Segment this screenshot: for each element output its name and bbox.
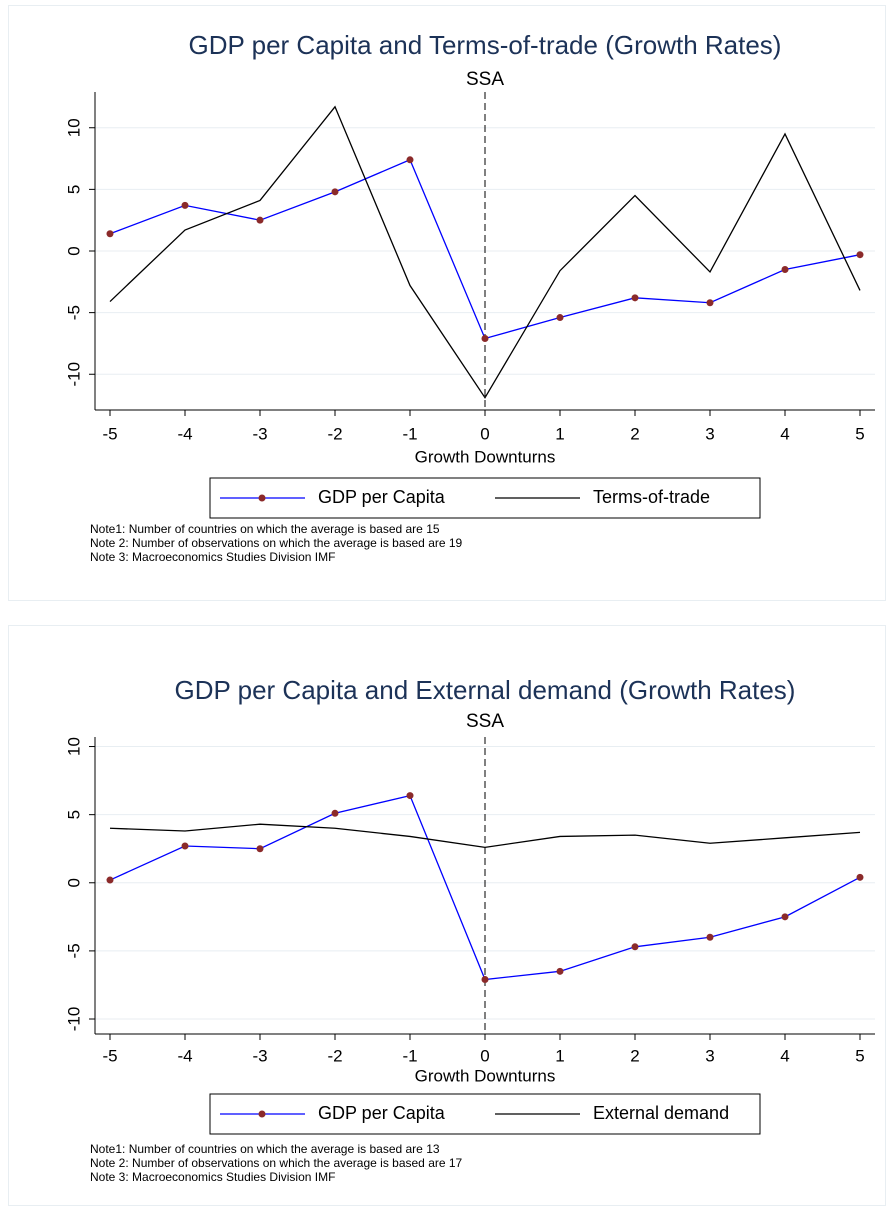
x-tick-label: -3 xyxy=(252,424,267,443)
x-tick-label: -4 xyxy=(177,1046,192,1065)
x-tick-label: 4 xyxy=(780,1046,789,1065)
point xyxy=(631,294,639,302)
point xyxy=(181,201,189,209)
point xyxy=(631,943,639,951)
x-tick-label: -1 xyxy=(402,1046,417,1065)
y-tick-label: 10 xyxy=(64,118,83,137)
legend-label: GDP per Capita xyxy=(318,1103,446,1123)
x-tick-label: -5 xyxy=(102,424,117,443)
x-tick-label: 1 xyxy=(555,424,564,443)
x-tick-label: 3 xyxy=(705,424,714,443)
point xyxy=(481,335,489,343)
x-tick-label: -2 xyxy=(327,1046,342,1065)
point xyxy=(706,933,714,941)
point xyxy=(481,976,489,984)
x-tick-label: 4 xyxy=(780,424,789,443)
x-axis-label: Growth Downturns xyxy=(415,447,556,466)
point xyxy=(331,188,339,196)
point xyxy=(106,876,114,884)
point xyxy=(256,845,264,853)
chart: GDP per Capita and Terms-of-trade (Growt… xyxy=(8,5,886,601)
x-tick-label: 5 xyxy=(855,424,864,443)
note: Note1: Number of countries on which the … xyxy=(90,522,440,536)
point xyxy=(406,792,414,800)
x-tick-label: -2 xyxy=(327,424,342,443)
y-tick-label: 0 xyxy=(64,878,83,887)
y-tick-label: -5 xyxy=(64,943,83,958)
point xyxy=(406,156,414,164)
chart-title: GDP per Capita and Terms-of-trade (Growt… xyxy=(189,30,782,60)
y-tick-label: -5 xyxy=(64,305,83,320)
point xyxy=(781,913,789,921)
y-tick-label: 0 xyxy=(64,246,83,255)
point xyxy=(181,842,189,850)
point xyxy=(331,809,339,817)
legend-label: GDP per Capita xyxy=(318,487,446,507)
point xyxy=(106,230,114,238)
point xyxy=(556,967,564,975)
note: Note 3: Macroeconomics Studies Division … xyxy=(90,1170,335,1184)
chart-title: GDP per Capita and External demand (Grow… xyxy=(175,675,796,705)
x-tick-label: -5 xyxy=(102,1046,117,1065)
point xyxy=(256,216,264,224)
note: Note 3: Macroeconomics Studies Division … xyxy=(90,550,335,564)
point xyxy=(556,314,564,322)
y-tick-label: -10 xyxy=(64,1007,83,1032)
y-tick-label: -10 xyxy=(64,362,83,387)
legend-label: External demand xyxy=(593,1103,729,1123)
x-tick-label: -1 xyxy=(402,424,417,443)
y-tick-label: 5 xyxy=(64,185,83,194)
x-tick-label: 2 xyxy=(630,1046,639,1065)
point xyxy=(706,299,714,307)
x-tick-label: 2 xyxy=(630,424,639,443)
legend-label: Terms-of-trade xyxy=(593,487,710,507)
legend-marker xyxy=(258,494,266,502)
chart-subtitle: SSA xyxy=(466,711,504,732)
legend-marker xyxy=(258,1110,266,1118)
x-tick-label: 0 xyxy=(480,1046,489,1065)
x-tick-label: -4 xyxy=(177,424,192,443)
note: Note 2: Number of observations on which … xyxy=(90,1156,463,1170)
x-tick-label: 5 xyxy=(855,1046,864,1065)
x-axis-label: Growth Downturns xyxy=(415,1066,556,1085)
chart-subtitle: SSA xyxy=(466,69,504,90)
chart: GDP per Capita and External demand (Grow… xyxy=(8,625,886,1206)
x-tick-label: 1 xyxy=(555,1046,564,1065)
point xyxy=(856,873,864,881)
note: Note1: Number of countries on which the … xyxy=(90,1142,440,1156)
y-tick-label: 5 xyxy=(64,810,83,819)
x-tick-label: -3 xyxy=(252,1046,267,1065)
series-line xyxy=(109,823,861,849)
point xyxy=(781,265,789,273)
x-tick-label: 3 xyxy=(705,1046,714,1065)
x-tick-label: 0 xyxy=(480,424,489,443)
note: Note 2: Number of observations on which … xyxy=(90,536,463,550)
y-tick-label: 10 xyxy=(64,737,83,756)
series-line xyxy=(109,105,861,399)
point xyxy=(856,251,864,259)
